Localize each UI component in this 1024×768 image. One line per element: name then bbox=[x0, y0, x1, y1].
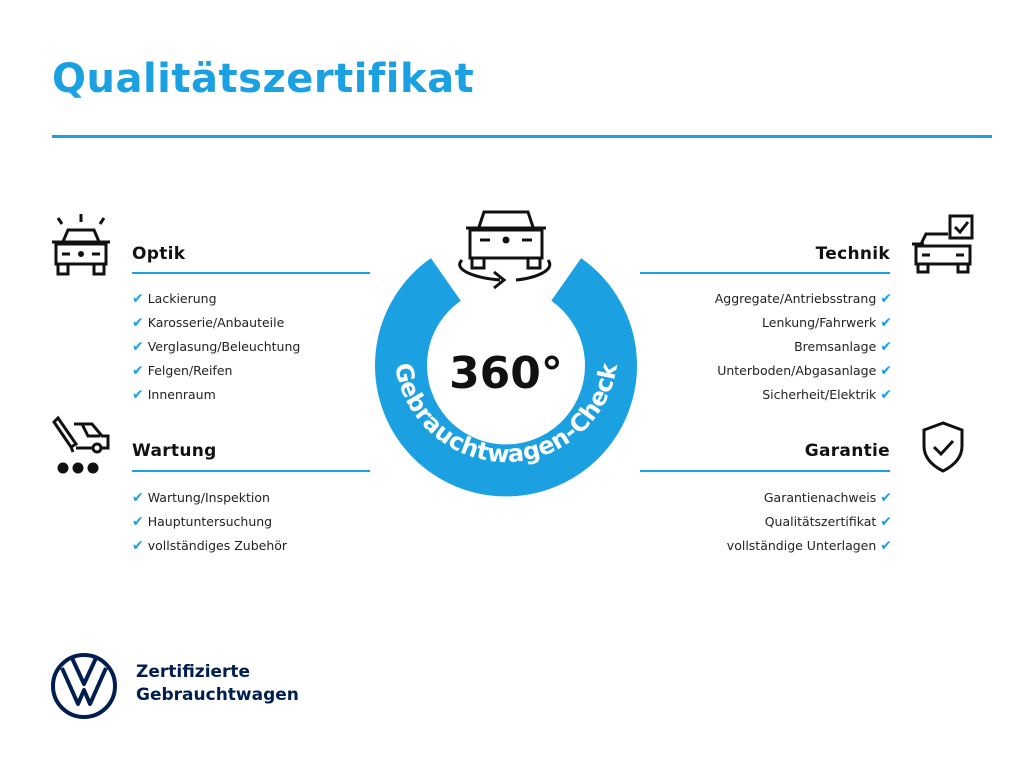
section-divider bbox=[640, 470, 890, 472]
title-divider bbox=[52, 135, 992, 138]
car-rotate-icon bbox=[458, 210, 552, 290]
list-item: Lenkung/Fahrwerk ✔ bbox=[762, 315, 892, 331]
vw-logo bbox=[51, 653, 117, 719]
check-icon: ✔ bbox=[880, 363, 892, 379]
list-item: ✔ Verglasung/Beleuchtung bbox=[132, 339, 301, 355]
check-icon: ✔ bbox=[132, 514, 144, 530]
check-icon: ✔ bbox=[880, 315, 892, 331]
section-divider bbox=[640, 272, 890, 274]
section-title-garantie: Garantie bbox=[804, 441, 890, 461]
section-title-optik: Optik bbox=[132, 244, 186, 264]
check-icon: ✔ bbox=[880, 291, 892, 307]
list-item: Bremsanlage ✔ bbox=[794, 339, 892, 355]
wartung-list: ✔ Wartung/Inspektion ✔ Hauptuntersuchung… bbox=[132, 486, 287, 558]
list-item: Aggregate/Antriebsstrang ✔ bbox=[714, 291, 892, 307]
list-item: ✔ vollständiges Zubehör bbox=[132, 538, 288, 554]
check-icon: ✔ bbox=[132, 315, 144, 331]
optik-list: ✔ Lackierung ✔ Karosserie/Anbauteile ✔ V… bbox=[132, 287, 300, 407]
check-icon: ✔ bbox=[880, 490, 892, 506]
check-icon: ✔ bbox=[132, 538, 144, 554]
section-divider bbox=[132, 272, 370, 274]
list-item: ✔ Wartung/Inspektion bbox=[132, 490, 270, 506]
list-item: Qualitätszertifikat ✔ bbox=[764, 514, 892, 530]
list-item: ✔ Lackierung bbox=[132, 291, 217, 307]
list-item: ✔ Innenraum bbox=[132, 387, 216, 403]
list-item: Sicherheit/Elektrik ✔ bbox=[762, 387, 892, 403]
section-title-wartung: Wartung bbox=[132, 441, 217, 461]
check-icon: ✔ bbox=[880, 387, 892, 403]
list-item: Unterboden/Abgasanlage ✔ bbox=[717, 363, 892, 379]
list-item: ✔ Felgen/Reifen bbox=[132, 363, 233, 379]
car-service-icon bbox=[52, 415, 110, 474]
degree-label: 360° bbox=[449, 348, 563, 399]
car-shine-icon bbox=[52, 214, 110, 276]
list-item: ✔ Hauptuntersuchung bbox=[132, 514, 273, 530]
section-divider bbox=[132, 470, 370, 472]
check-icon: ✔ bbox=[132, 339, 144, 355]
check-360-badge: Gebrauchtwagen-Check 360° bbox=[375, 210, 637, 497]
page-title: Qualitätszertifikat bbox=[52, 56, 475, 102]
check-icon: ✔ bbox=[132, 490, 144, 506]
list-item: Garantienachweis ✔ bbox=[763, 490, 892, 506]
check-icon: ✔ bbox=[132, 387, 144, 403]
ring-arc bbox=[375, 258, 637, 497]
car-checkbox-icon bbox=[912, 214, 974, 274]
check-icon: ✔ bbox=[880, 538, 892, 554]
list-item: vollständige Unterlagen ✔ bbox=[726, 538, 892, 554]
check-icon: ✔ bbox=[132, 363, 144, 379]
footer-brand-text: Zertifizierte Gebrauchtwagen bbox=[136, 662, 299, 705]
technik-list: Aggregate/Antriebsstrang ✔ Lenkung/Fahrw… bbox=[715, 287, 892, 407]
section-title-technik: Technik bbox=[815, 244, 890, 264]
garantie-list: Garantienachweis ✔ Qualitätszertifikat ✔… bbox=[727, 486, 892, 558]
check-icon: ✔ bbox=[880, 514, 892, 530]
shield-check-icon bbox=[922, 421, 964, 473]
list-item: ✔ Karosserie/Anbauteile bbox=[132, 315, 285, 331]
check-icon: ✔ bbox=[880, 339, 892, 355]
check-icon: ✔ bbox=[132, 291, 144, 307]
